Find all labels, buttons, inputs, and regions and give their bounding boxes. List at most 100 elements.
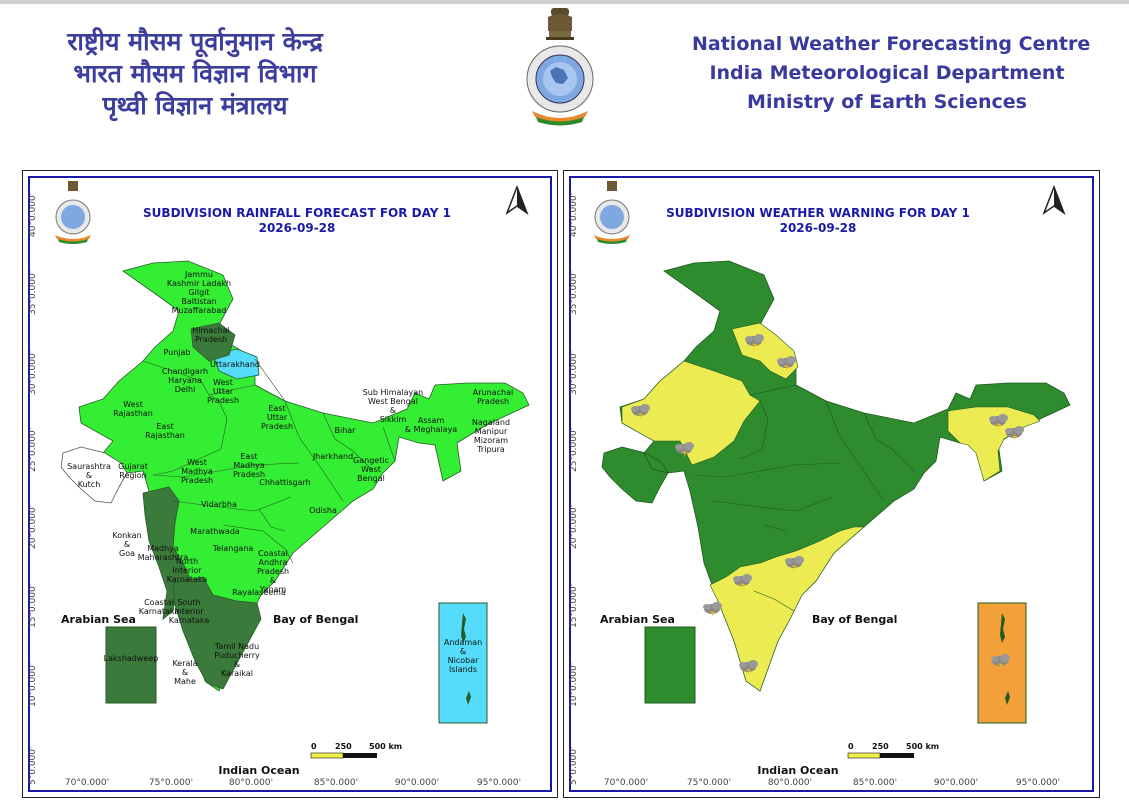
- region-label-wmp: West Madhya Pradesh: [181, 458, 213, 485]
- region-label-chh: Chhattisgarh: [259, 478, 311, 487]
- region-label-lak: Lakshadweep: [104, 654, 159, 663]
- region-label-shwb: Sub Himalayan West Bengal & Sikkim: [363, 388, 424, 424]
- lat-label: 30°0.000': [569, 351, 579, 395]
- region-label-nmmt: Nagaland Manipur Mizoram Tripura: [472, 418, 510, 454]
- thunderstorm-cloud-icon: [739, 660, 758, 676]
- lat-label: 35°0.000': [569, 271, 579, 315]
- lat-label: 25°0.000': [28, 428, 38, 472]
- english-header: National Weather Forecasting Centre Indi…: [692, 30, 1091, 117]
- region-label-bihar: Bihar: [335, 426, 357, 435]
- scale-end: 500 km: [906, 742, 939, 751]
- region-label-chd: Chandigarh Haryana Delhi: [162, 367, 208, 394]
- lat-label: 10°0.000': [569, 663, 579, 707]
- lakshadweep-box: [644, 626, 696, 704]
- lat-label: 15°0.000': [569, 584, 579, 628]
- region-label-mm: Madhya Maharashtra: [138, 544, 189, 562]
- south-yellow-region: [709, 526, 865, 692]
- imd-emblem-icon: [594, 181, 630, 244]
- lon-label: 80°0.000': [229, 778, 273, 788]
- lat-label: 30°0.000': [28, 351, 38, 395]
- scale-bar: 0 250 500 km: [310, 742, 402, 759]
- region-label-hp: Himachal Pradesh: [192, 326, 230, 344]
- scale-mid: 250: [335, 742, 352, 751]
- region-label-cap: Coastal Andhra Pradesh & Yanam: [257, 549, 289, 594]
- map-title: SUBDIVISION RAINFALL FORECAST FOR DAY 1: [143, 206, 451, 220]
- thunderstorm-cloud-icon: [703, 602, 722, 618]
- lon-label: 70°0.000': [604, 778, 648, 788]
- lon-label: 90°0.000': [395, 778, 439, 788]
- thunderstorm-cloud-icon: [745, 334, 764, 350]
- region-label-nik: North Interior Karnataka: [167, 557, 208, 584]
- scale-zero: 0: [848, 742, 854, 751]
- bay-of-bengal-label: Bay of Bengal: [273, 613, 358, 626]
- arabian-sea-label: Arabian Sea: [61, 613, 136, 626]
- lat-label: 35°0.000': [28, 271, 38, 315]
- lat-label: 40°0.000': [569, 193, 579, 237]
- lon-label: 85°0.000': [314, 778, 358, 788]
- region-label-eraj: East Rajasthan: [145, 422, 185, 440]
- lat-label: 5°0.000': [28, 747, 38, 785]
- scale-mid: 250: [872, 742, 889, 751]
- region-label-odisha: Odisha: [309, 506, 337, 515]
- map-title: SUBDIVISION WEATHER WARNING FOR DAY 1: [666, 206, 970, 220]
- region-label-wraj: West Rajasthan: [113, 400, 153, 418]
- lat-label: 10°0.000': [28, 663, 38, 707]
- warning-map-panel: SUBDIVISION WEATHER WARNING FOR DAY 1 20…: [563, 170, 1100, 798]
- region-label-jh: Jharkhand: [312, 452, 353, 461]
- lon-label: 95°0.000': [477, 778, 521, 788]
- thunderstorm-cloud-icon: [631, 404, 650, 420]
- region-label-konkan: Konkan & Goa: [112, 531, 141, 558]
- lat-label: 20°0.000': [28, 505, 38, 549]
- lon-label: 75°0.000': [149, 778, 193, 788]
- lat-label: 15°0.000': [28, 584, 38, 628]
- region-label-rayal: Rayalaseema: [232, 588, 286, 597]
- thunderstorm-cloud-icon: [989, 414, 1008, 430]
- rainfall-map: SUBDIVISION RAINFALL FORECAST FOR DAY 1 …: [28, 176, 552, 792]
- region-label-kerala: Kerala & Mahe: [172, 659, 197, 686]
- lon-label: 95°0.000': [1016, 778, 1060, 788]
- warning-map: SUBDIVISION WEATHER WARNING FOR DAY 1 20…: [569, 176, 1094, 792]
- lat-label: 40°0.000': [28, 193, 38, 237]
- region-label-uk: Uttarakhand: [210, 360, 260, 369]
- map-date: 2026-09-28: [780, 221, 857, 235]
- lon-label: 85°0.000': [853, 778, 897, 788]
- thunderstorm-cloud-icon: [991, 654, 1010, 670]
- lon-label: 90°0.000': [934, 778, 978, 788]
- hindi-line-3: पृथ्वी विज्ञान मंत्रालय: [102, 91, 288, 120]
- region-label-tn: Tamil Nadu Puducherry & Karaikal: [214, 642, 260, 678]
- rajasthan-yellow-region: [621, 360, 761, 466]
- english-line-1: National Weather Forecasting Centre: [692, 33, 1091, 55]
- region-label-assam: Assam & Meghalaya: [405, 416, 458, 434]
- imd-emblem-icon: [526, 8, 594, 126]
- northeast-yellow-region: [947, 406, 1041, 482]
- thunderstorm-cloud-icon: [1005, 426, 1024, 442]
- thunderstorm-cloud-icon: [733, 574, 752, 590]
- region-label-tel: Telangana: [212, 544, 254, 553]
- indian-ocean-label: Indian Ocean: [757, 764, 838, 777]
- english-line-3: Ministry of Earth Sciences: [747, 91, 1027, 113]
- lat-label: 25°0.000': [569, 428, 579, 472]
- scale-zero: 0: [311, 742, 317, 751]
- region-label-jk: Jammu Kashmir Ladakh Gilgit Baltistan Muzaff…: [167, 270, 231, 315]
- region-label-mar: Marathwada: [190, 527, 240, 536]
- region-label-anda: Andaman & Nicobar Islands: [444, 638, 482, 674]
- top-border: [0, 0, 1129, 4]
- rainfall-map-panel: SUBDIVISION RAINFALL FORECAST FOR DAY 1 …: [22, 170, 558, 798]
- region-label-arun: Arunachal Pradesh: [473, 388, 513, 406]
- imd-emblem-icon: [55, 181, 91, 244]
- lat-label: 20°0.000': [569, 505, 579, 549]
- hindi-header: राष्ट्रीय मौसम पूर्वानुमान केन्द्र भारत …: [30, 26, 360, 122]
- lat-label: 5°0.000': [569, 747, 579, 785]
- bay-of-bengal-label: Bay of Bengal: [812, 613, 897, 626]
- lon-label: 70°0.000': [65, 778, 109, 788]
- region-label-punjab: Punjab: [163, 348, 190, 357]
- region-label-sik: South Interior Karnataka: [169, 598, 210, 625]
- region-label-cst: Coastal Karnataka: [139, 598, 180, 616]
- hindi-line-2: भारत मौसम विज्ञान विभाग: [73, 59, 317, 88]
- region-label-wup: West Uttar Pradesh: [207, 378, 239, 405]
- north-arrow-icon: [505, 184, 529, 216]
- thunderstorm-cloud-icon: [785, 556, 804, 572]
- region-label-guj: Gujarat Region: [118, 462, 148, 480]
- hindi-line-1: राष्ट्रीय मौसम पूर्वानुमान केन्द्र: [67, 27, 323, 56]
- region-label-vid: Vidarbha: [201, 500, 237, 509]
